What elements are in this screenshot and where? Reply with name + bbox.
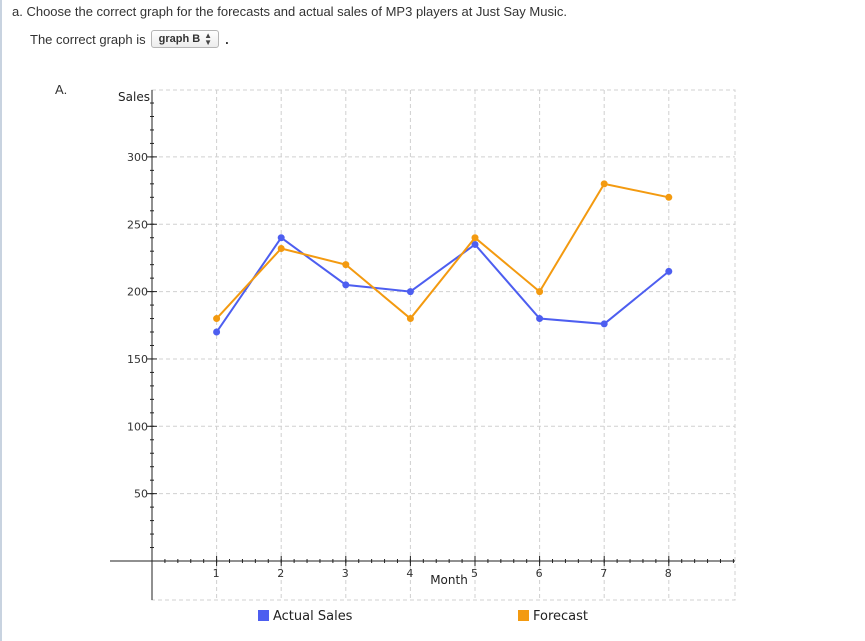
graph-letter: A.: [55, 82, 68, 97]
legend-label: Actual Sales: [273, 609, 353, 624]
data-point: [471, 240, 479, 248]
grid: [151, 89, 736, 601]
answer-line: The correct graph is graph B ▲ ▼ .: [30, 30, 229, 48]
data-point: [277, 244, 285, 252]
data-point: [536, 315, 544, 323]
data-point: [342, 281, 350, 289]
answer-prefix: The correct graph is: [30, 31, 146, 47]
data-point: [600, 320, 608, 328]
y-axis-label: Sales: [118, 90, 150, 104]
y-tick-label: 200: [127, 286, 148, 299]
data-point: [536, 288, 544, 296]
legend: Actual Sales Forecast: [258, 609, 588, 624]
question-text: a. Choose the correct graph for the fore…: [12, 4, 567, 19]
data-point: [213, 328, 221, 336]
data-point: [406, 315, 414, 323]
data-point: [665, 267, 673, 275]
x-tick-label: 3: [342, 567, 349, 580]
x-axis-label: Month: [430, 573, 468, 587]
series-actual-sales: [213, 234, 673, 336]
y-tick-label: 300: [127, 151, 148, 164]
series-line: [215, 236, 670, 333]
legend-label: Forecast: [533, 609, 588, 624]
legend-swatch: [258, 610, 269, 621]
legend-item: Forecast: [518, 609, 588, 624]
y-tick-label: 100: [127, 420, 148, 433]
legend-swatch: [518, 610, 529, 621]
series-line: [215, 182, 670, 320]
data-point: [600, 180, 608, 188]
data-point: [213, 315, 221, 323]
data-point: [471, 234, 479, 242]
data-point: [342, 261, 350, 269]
series-forecast: [213, 180, 673, 323]
graph-select[interactable]: graph B ▲ ▼: [150, 30, 220, 48]
graph-select-value: graph B: [158, 33, 201, 45]
select-arrows-icon: ▲ ▼: [204, 31, 213, 47]
left-border: [0, 0, 2, 641]
x-tick-label: 7: [600, 567, 607, 580]
data-point: [406, 288, 414, 296]
x-tick-label: 5: [471, 567, 478, 580]
answer-suffix: .: [225, 31, 229, 47]
data-point: [665, 193, 673, 201]
plot-frame: [151, 89, 736, 601]
x-tick-label: 4: [406, 567, 413, 580]
x-tick-label: 1: [213, 567, 220, 580]
data-point: [277, 234, 285, 242]
x-tick-label: 2: [277, 567, 284, 580]
y-tick-label: 50: [134, 488, 148, 501]
y-tick-label: 150: [127, 353, 148, 366]
x-tick-label: 8: [665, 567, 672, 580]
x-tick-label: 6: [536, 567, 543, 580]
y-tick-label: 250: [127, 218, 148, 231]
axes: 50 100 150 200 250 300 1 2 3 4 5 6 7 8 Sales Month: [110, 90, 735, 600]
legend-item: Actual Sales: [258, 609, 353, 624]
